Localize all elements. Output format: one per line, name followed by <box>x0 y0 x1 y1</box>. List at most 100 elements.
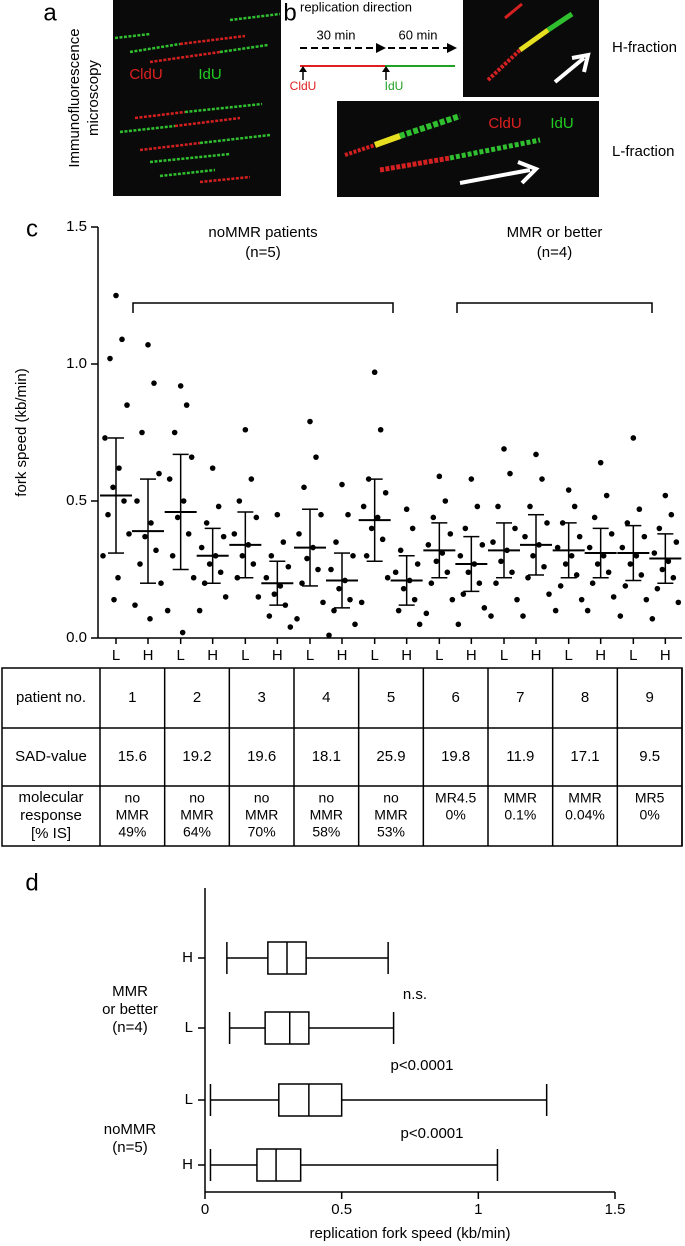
dot <box>656 525 663 532</box>
x-tick-label: L <box>500 647 508 664</box>
patient-no: 8 <box>581 689 589 706</box>
bracket-label: MMR or better <box>507 224 603 241</box>
dot <box>481 605 488 611</box>
response: MMR <box>568 790 601 806</box>
micrograph-h <box>463 0 599 97</box>
response: no <box>254 790 270 806</box>
dot <box>318 511 324 518</box>
dot <box>242 426 249 433</box>
response: MMR <box>504 790 537 806</box>
dot <box>215 503 222 510</box>
idu-label: IdU <box>198 66 221 83</box>
dot <box>501 446 507 452</box>
dot <box>433 558 440 565</box>
dot <box>206 561 213 567</box>
dot <box>495 503 501 510</box>
bracket <box>456 302 653 313</box>
dot <box>512 525 518 532</box>
dot <box>320 599 326 606</box>
dot <box>436 473 443 480</box>
dot <box>313 454 319 460</box>
x-tick-label: L <box>306 647 314 664</box>
y-axis-label: fork speed (kb/min) <box>13 368 30 496</box>
dot <box>603 492 610 499</box>
row-label: molecular <box>18 789 83 806</box>
dot <box>673 539 680 545</box>
dot <box>509 569 515 576</box>
box <box>256 1148 302 1182</box>
dot <box>363 553 370 559</box>
response: 0% <box>640 807 660 823</box>
y-tick-label: L <box>185 1019 193 1036</box>
response: 64% <box>183 824 211 840</box>
dot <box>439 550 446 556</box>
response: 58% <box>312 824 340 840</box>
dot <box>183 402 190 408</box>
cldu-label: CldU <box>129 66 162 83</box>
dot <box>274 511 281 518</box>
dot <box>164 607 171 614</box>
box <box>278 1083 343 1117</box>
cldu-label: CldU <box>488 115 521 132</box>
dot <box>546 591 552 597</box>
dot <box>442 498 449 504</box>
dot <box>522 533 528 540</box>
dot <box>377 426 384 433</box>
dot <box>339 481 345 488</box>
dot <box>578 596 585 603</box>
annotation: p<0.0001 <box>401 1125 464 1142</box>
dot <box>557 583 564 589</box>
x-tick-label: L <box>176 647 184 664</box>
dot <box>490 539 496 545</box>
response: MMR <box>180 807 213 823</box>
dot <box>520 613 526 619</box>
cldu-label: CldU <box>290 79 317 93</box>
patient-no: 7 <box>516 689 524 706</box>
dot <box>350 553 356 559</box>
panel-label: a <box>43 0 57 26</box>
dot <box>397 547 404 554</box>
idu-label: IdU <box>550 115 573 132</box>
dot <box>151 380 157 386</box>
sad-value: 15.6 <box>118 748 147 765</box>
x-tick-label: L <box>241 647 249 664</box>
annotation: p<0.0001 <box>391 1057 454 1074</box>
box <box>264 1011 310 1045</box>
dot <box>622 583 629 589</box>
dot <box>177 383 184 389</box>
dot <box>384 574 391 581</box>
dot <box>331 607 337 614</box>
dot <box>333 539 339 545</box>
dot <box>493 580 499 586</box>
group-label: noMMR <box>104 1121 157 1138</box>
dot <box>119 336 125 343</box>
dot <box>326 632 332 639</box>
dot <box>479 542 486 548</box>
y-tick-label: 1.5 <box>66 218 87 235</box>
dot <box>280 539 287 545</box>
dot <box>139 429 145 436</box>
dot <box>533 451 539 458</box>
dot <box>400 585 407 592</box>
group-label: or better <box>102 1001 158 1018</box>
dot <box>374 514 381 521</box>
row-label: patient no. <box>16 689 86 706</box>
bracket-label: noMMR patients <box>208 224 317 241</box>
dot <box>668 511 675 518</box>
dot <box>294 616 300 622</box>
dot <box>253 514 260 521</box>
x-tick-label: L <box>370 647 378 664</box>
dot <box>594 561 601 567</box>
sad-value: 19.6 <box>247 748 276 765</box>
dot <box>287 624 294 630</box>
dot <box>169 553 176 559</box>
x-tick-label: H <box>660 647 671 664</box>
dot <box>263 574 270 581</box>
patient-no: 5 <box>387 689 395 706</box>
dot <box>610 594 617 600</box>
y-tick-label: 0.0 <box>66 629 87 646</box>
dot <box>282 602 289 608</box>
x-tick-label: L <box>629 647 637 664</box>
dot <box>576 533 583 540</box>
x-axis-label: replication fork speed (kb/min) <box>310 1225 511 1242</box>
